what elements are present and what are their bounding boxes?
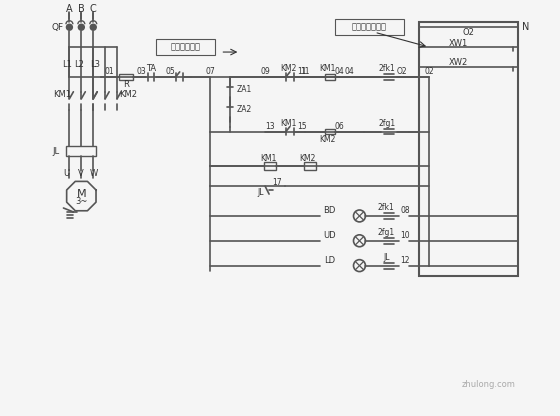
Text: 11: 11 [297, 67, 307, 77]
Text: B: B [78, 4, 85, 14]
Text: 08: 08 [400, 206, 410, 215]
Bar [67, 146, 96, 156]
Text: 去主控室设备: 去主控室设备 [171, 42, 200, 52]
Text: O2: O2 [463, 28, 475, 37]
Text: 06: 06 [335, 122, 344, 131]
Circle shape [78, 24, 85, 30]
Text: XW1: XW1 [449, 39, 468, 47]
Circle shape [67, 24, 72, 30]
Text: L2: L2 [74, 60, 85, 69]
Text: 05: 05 [166, 67, 176, 77]
Text: ZA1: ZA1 [236, 85, 251, 94]
Text: JL: JL [52, 147, 59, 156]
Bar [119, 74, 133, 80]
Text: UD: UD [323, 231, 336, 240]
Text: 15: 15 [297, 122, 307, 131]
Text: KM2: KM2 [300, 154, 316, 163]
Text: 12: 12 [400, 256, 410, 265]
Text: JL: JL [257, 188, 264, 197]
Text: BD: BD [324, 206, 336, 215]
Text: KM2: KM2 [320, 135, 336, 144]
Text: N: N [522, 22, 530, 32]
Text: KM2: KM2 [119, 90, 137, 99]
Text: M: M [77, 189, 86, 199]
Text: 10: 10 [400, 231, 410, 240]
Text: A: A [66, 4, 73, 14]
Text: KM1: KM1 [280, 119, 296, 128]
Bar [335, 19, 404, 35]
Text: 04: 04 [335, 67, 344, 77]
Text: 电动阀自带设备: 电动阀自带设备 [352, 23, 387, 32]
Text: zhulong.com: zhulong.com [461, 380, 516, 389]
Text: 3~: 3~ [75, 196, 87, 206]
Text: 2fg1: 2fg1 [379, 119, 396, 128]
Text: XW2: XW2 [449, 59, 468, 67]
Text: V: V [77, 169, 83, 178]
Text: 17: 17 [272, 178, 282, 187]
Text: 09: 09 [260, 67, 270, 77]
Text: C: C [90, 4, 97, 14]
Text: 2fk1: 2fk1 [379, 64, 396, 74]
Bar [325, 129, 335, 134]
Text: JL: JL [383, 253, 390, 262]
Text: O2: O2 [397, 67, 408, 77]
Circle shape [90, 24, 96, 30]
Text: L3: L3 [90, 60, 100, 69]
Text: KM1: KM1 [54, 90, 72, 99]
Bar [264, 162, 276, 170]
Text: KM1: KM1 [260, 154, 276, 163]
Bar [419, 22, 519, 275]
Text: ZA2: ZA2 [236, 105, 251, 114]
Text: 07: 07 [206, 67, 216, 77]
Text: QF: QF [52, 23, 64, 32]
Text: 13: 13 [265, 122, 275, 131]
Text: W: W [90, 169, 99, 178]
Bar [304, 162, 316, 170]
Text: R: R [123, 80, 129, 89]
Text: LD: LD [324, 256, 335, 265]
Text: 04: 04 [344, 67, 354, 77]
Bar [156, 39, 216, 55]
Bar [325, 74, 335, 80]
Text: 01: 01 [104, 67, 114, 77]
Text: KM2: KM2 [280, 64, 296, 74]
Text: 2fg1: 2fg1 [378, 228, 395, 238]
Text: KM1: KM1 [320, 64, 336, 74]
Text: 03: 03 [136, 67, 146, 77]
Text: 11: 11 [300, 67, 310, 77]
Text: 2fk1: 2fk1 [378, 203, 395, 213]
Text: L1: L1 [63, 60, 72, 69]
Text: U: U [63, 169, 69, 178]
Text: TA: TA [146, 64, 156, 74]
Text: 02: 02 [424, 67, 434, 77]
